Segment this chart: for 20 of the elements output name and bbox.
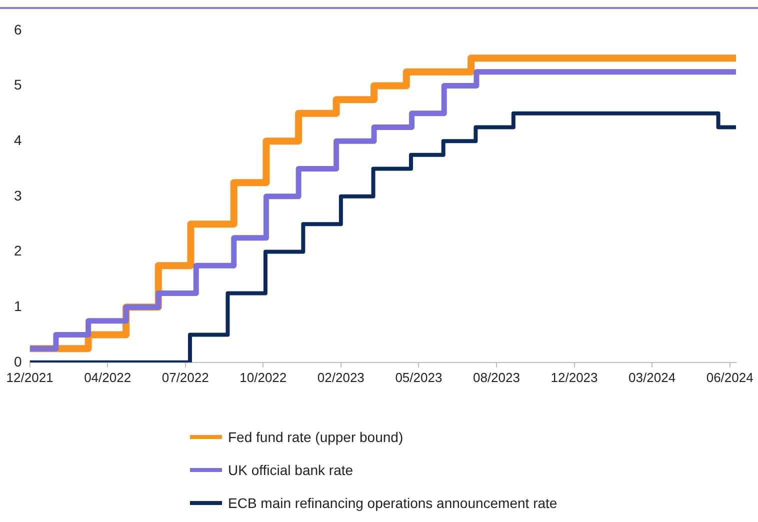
y-tick-label: 1 [14, 298, 22, 314]
x-tick-label: 12/2021 [6, 370, 54, 385]
x-tick-label: 07/2022 [162, 370, 209, 385]
x-tick-label: 04/2022 [84, 370, 132, 385]
x-tick-label: 08/2023 [472, 370, 520, 385]
x-tick-label: 02/2023 [317, 370, 364, 385]
x-tick-label: 10/2022 [240, 370, 287, 385]
x-tick-label: 06/2024 [706, 370, 754, 385]
y-tick-label: 2 [14, 242, 22, 259]
legend-label: ECB main refinancing operations announcement rate [228, 494, 558, 510]
y-tick-label: 5 [14, 76, 22, 93]
x-tick-label: 05/2023 [395, 370, 442, 385]
y-tick-label: 4 [14, 132, 22, 148]
y-tick-label: 0 [14, 353, 22, 370]
x-tick-label: 03/2024 [628, 370, 676, 385]
y-tick-label: 3 [14, 187, 22, 204]
legend-label: UK official bank rate [228, 462, 354, 478]
legend-label: Fed fund rate (upper bound) [228, 428, 404, 444]
x-tick-label: 12/2023 [550, 370, 598, 385]
y-tick-label: 6 [14, 21, 22, 38]
